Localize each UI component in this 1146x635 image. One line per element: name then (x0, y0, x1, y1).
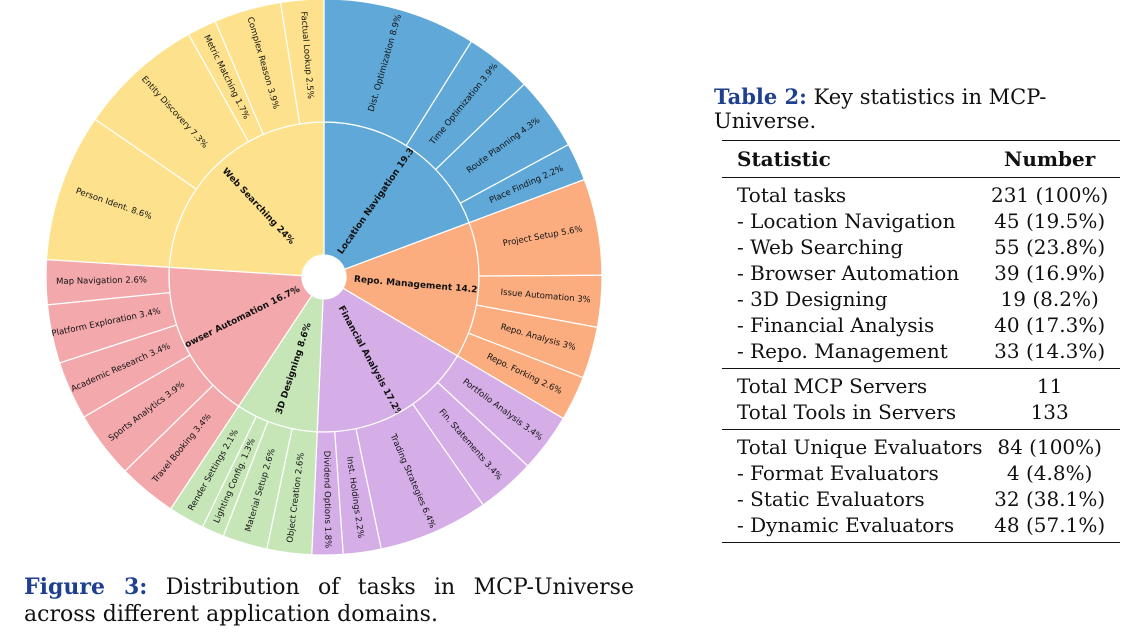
number-cell: 133 (1030, 400, 1069, 424)
number-cell: 55 (23.8%) (994, 235, 1106, 259)
number-cell: 32 (38.1%) (994, 487, 1106, 511)
statistic-cell: Total MCP Servers (722, 368, 990, 399)
table-row: Total Tools in Servers 133 (722, 399, 1120, 430)
table-row: - Repo. Management 33 (14.3%) (722, 338, 1120, 369)
statistic-cell: - Dynamic Evaluators (722, 512, 990, 543)
number-cell: 231 (100%) (990, 183, 1109, 207)
table-row: - Financial Analysis 40 (17.3%) (722, 312, 1120, 338)
subdomain-label-map-navigation-2-6: Map Navigation 2.6% (56, 275, 147, 287)
table-row: - Browser Automation 39 (16.9%) (722, 260, 1120, 286)
figure-caption-label: Figure 3: (24, 574, 148, 600)
statistic-cell: - Format Evaluators (737, 461, 939, 485)
table-caption: Table 2: Key statistics in MCP-Universe. (714, 84, 1146, 133)
number-cell: 19 (8.2%) (1000, 287, 1099, 311)
table-row: - Web Searching 55 (23.8%) (722, 234, 1120, 260)
table-row: Total MCP Servers 11 (722, 368, 1120, 399)
statistic-cell: - Financial Analysis (737, 313, 935, 337)
table-row: - Format Evaluators 4 (4.8%) (722, 460, 1120, 486)
statistic-cell: - Web Searching (737, 235, 904, 259)
number-cell: 11 (989, 368, 1120, 399)
statistics-table: Statistic Number Total tasks 231 (100%) - … (722, 140, 1120, 543)
statistic-cell: Total Unique Evaluators (722, 429, 990, 460)
table-row: Total Unique Evaluators 84 (100%) (722, 429, 1120, 460)
figure-caption: Figure 3: Distribution of tasks in MCP-U… (24, 574, 634, 628)
number-cell: 45 (19.5%) (994, 209, 1106, 233)
subdomain-segment-factual-lookup-2-5 (279, 0, 325, 125)
sunburst-chart: Location Navigation 19.3%Dist. Optimizat… (45, 0, 603, 556)
statistic-cell: Total Tools in Servers (737, 400, 957, 424)
statistic-cell: - Browser Automation (737, 261, 960, 285)
statistic-cell: - Repo. Management (737, 339, 948, 363)
statistic-cell: Total tasks (737, 183, 847, 207)
table-row: - 3D Designing 19 (8.2%) (722, 286, 1120, 312)
number-cell: 48 (57.1%) (989, 512, 1120, 543)
number-header: Number (989, 140, 1120, 178)
table-row: - Dynamic Evaluators 48 (57.1%) (722, 512, 1120, 543)
number-cell: 39 (16.9%) (994, 261, 1106, 285)
table-caption-label: Table 2: (714, 84, 807, 109)
statistic-cell: - 3D Designing (737, 287, 888, 311)
table-row: - Location Navigation 45 (19.5%) (722, 208, 1120, 234)
statistic-header: Statistic (722, 140, 990, 178)
statistic-cell: - Static Evaluators (737, 487, 925, 511)
number-cell: 40 (17.3%) (994, 313, 1106, 337)
table-row: - Static Evaluators 32 (38.1%) (722, 486, 1120, 512)
table-caption-text: Key statistics in MCP-Universe. (714, 85, 1047, 133)
number-cell: 33 (14.3%) (994, 339, 1106, 363)
number-cell: 4 (4.8%) (1006, 461, 1093, 485)
table-row: Total tasks 231 (100%) (722, 178, 1120, 209)
subdomain-label-dividend-options-1-8: Dividend Options 1.8% (321, 451, 332, 549)
table-header-row: Statistic Number (722, 140, 1120, 178)
figure-caption-text: Distribution of tasks in MCP-Universe ac… (24, 575, 634, 627)
statistic-cell: - Location Navigation (737, 209, 956, 233)
number-cell: 84 (100%) (989, 429, 1120, 460)
